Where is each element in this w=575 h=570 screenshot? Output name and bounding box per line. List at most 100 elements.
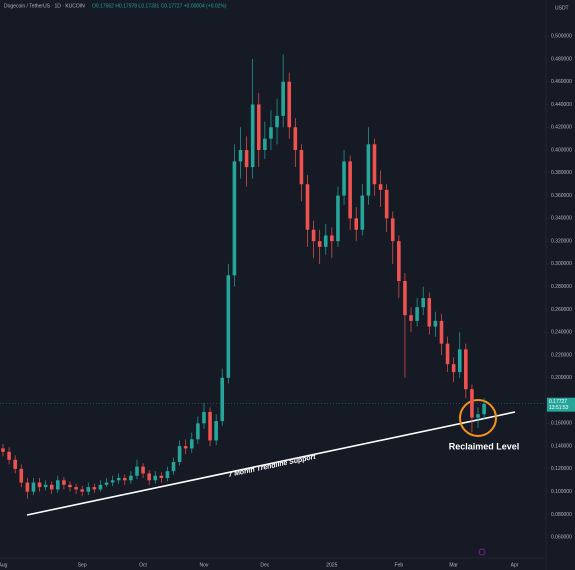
x-tick-label: Apr <box>511 562 519 568</box>
y-tick-label: 0.400000 <box>551 147 572 153</box>
candle-body <box>196 423 200 440</box>
candle-body <box>86 487 91 492</box>
candle-body <box>366 144 371 196</box>
candle-body <box>317 241 322 247</box>
candle-body <box>74 487 78 490</box>
candle-body <box>330 235 334 242</box>
candle-body <box>457 349 462 373</box>
candle-body <box>226 275 231 378</box>
candle-body <box>384 189 389 219</box>
y-tick-label: 0.300000 <box>551 261 572 267</box>
candle-body <box>43 484 48 488</box>
y-tick-label: 0.460000 <box>551 79 572 85</box>
candle-body <box>250 104 255 168</box>
candle-body <box>202 411 206 424</box>
candle-body <box>129 475 133 481</box>
y-tick-label: 0.340000 <box>551 216 572 222</box>
candle-body <box>263 138 267 151</box>
x-tick-label: Oct <box>139 562 147 568</box>
last-price-label: 0.17727 <box>549 399 567 405</box>
candle-body <box>159 475 164 479</box>
candle-body <box>287 81 292 128</box>
y-tick-label: 0.220000 <box>551 352 572 358</box>
candle-body <box>305 184 310 230</box>
candle-body <box>403 281 407 316</box>
candle-body <box>482 403 486 415</box>
candle-body <box>208 411 212 441</box>
y-tick-label: 0.240000 <box>551 330 572 336</box>
y-tick-label: 0.200000 <box>551 375 572 381</box>
y-tick-label: 0.260000 <box>551 307 572 313</box>
candle-body <box>62 480 66 485</box>
y-tick-label: 0.500000 <box>551 33 572 39</box>
candle-body <box>269 127 273 139</box>
candle-body <box>31 482 36 492</box>
candle-body <box>451 364 456 373</box>
candle-body <box>348 161 352 219</box>
candle-body <box>49 484 54 490</box>
y-tick-label: 0.100000 <box>551 489 572 495</box>
candle-body <box>189 439 194 449</box>
y-tick-label: 0.160000 <box>551 421 572 427</box>
highlight-circle <box>459 399 497 437</box>
y-tick-label: 0.320000 <box>551 238 572 244</box>
x-tick-label: Dec <box>260 562 269 568</box>
candle-body <box>275 115 279 128</box>
candle-body <box>445 343 450 365</box>
candle-body <box>372 144 377 185</box>
candle-body <box>256 104 261 151</box>
candle-body <box>476 414 480 418</box>
candle-body <box>116 478 121 481</box>
x-tick-label: Sep <box>78 562 87 568</box>
candle-body <box>378 184 383 190</box>
candle-body <box>281 81 285 116</box>
y-tick-label: 0.280000 <box>551 284 572 290</box>
candle-body <box>220 377 225 422</box>
candle-body <box>92 487 97 490</box>
x-tick-label: Nov <box>200 562 209 568</box>
countdown: 13:51:53 <box>549 405 569 411</box>
y-tick-label: 0.060000 <box>551 535 572 541</box>
currency: USDT <box>555 5 569 11</box>
candle-body <box>244 150 249 168</box>
chart-title: Dogecoin / TetherUS · 1D · KUCOIN <box>4 3 85 9</box>
candle-body <box>141 466 145 474</box>
candle-body <box>336 195 340 242</box>
y-tick-label: 0.120000 <box>551 466 572 472</box>
y-tick-label: 0.080000 <box>551 512 572 518</box>
y-tick-label: 0.480000 <box>551 56 572 62</box>
candle-body <box>25 482 30 492</box>
candle-body <box>37 482 42 488</box>
x-tick-label: Feb <box>395 562 404 568</box>
candle-body <box>56 480 60 490</box>
candle-body <box>68 484 72 488</box>
candle-body <box>439 320 444 344</box>
candle-body <box>470 389 474 418</box>
candle-body <box>135 466 139 476</box>
candle-body <box>323 235 328 247</box>
candle-body <box>354 218 359 230</box>
x-tick-label: Mar <box>449 562 458 568</box>
ohlc-readout: O0.17562 H0.17978 L0.17331 C0.17727 +0.0… <box>92 3 227 9</box>
candle-body <box>311 229 316 242</box>
candle-body <box>397 241 401 281</box>
candle-body <box>7 451 11 460</box>
candle-body <box>165 471 170 479</box>
candle-body <box>123 478 127 481</box>
y-tick-label: 0.380000 <box>551 170 572 176</box>
x-tick-label: 2025 <box>326 562 337 568</box>
y-tick-label: 0.440000 <box>551 102 572 108</box>
candle-body <box>110 480 115 483</box>
candle-body <box>299 150 304 185</box>
candle-body <box>19 468 24 483</box>
candle-body <box>147 473 151 481</box>
candle-body <box>433 320 438 327</box>
candle-body <box>390 218 395 242</box>
candle-body <box>177 446 182 463</box>
candle-body <box>1 448 5 452</box>
y-tick-label: 0.360000 <box>551 193 572 199</box>
candle-body <box>360 195 365 230</box>
last-price-box <box>547 397 575 412</box>
